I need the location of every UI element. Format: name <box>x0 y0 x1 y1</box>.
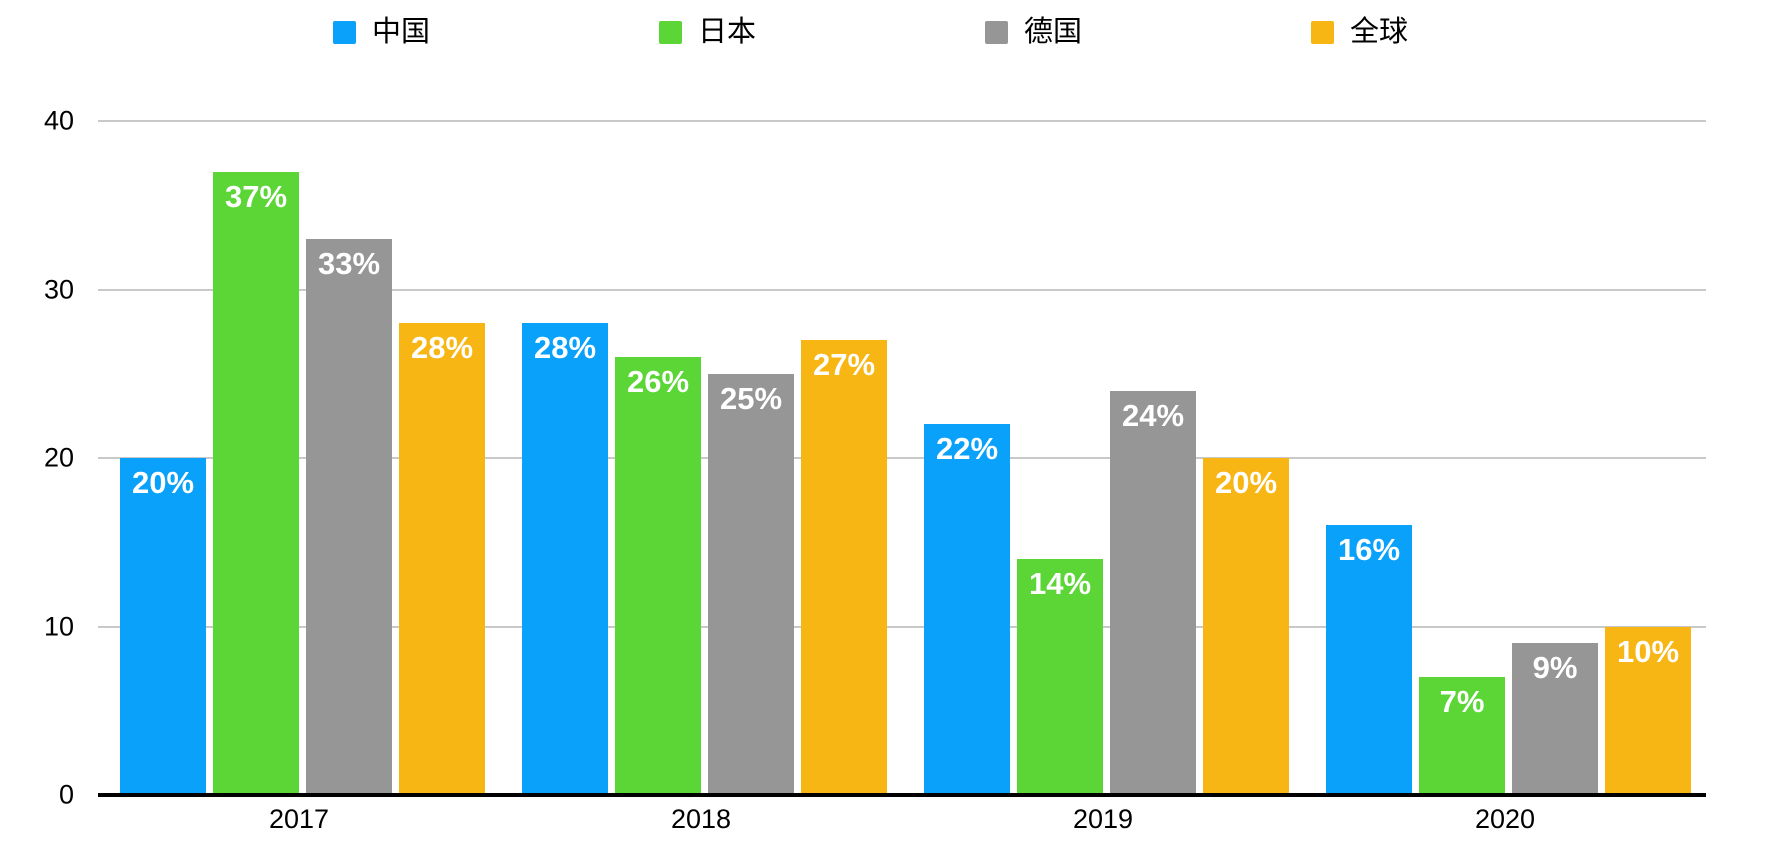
bar-全球-2018[interactable]: 27% <box>801 340 887 795</box>
legend-swatch-icon <box>985 21 1008 44</box>
bar-value-label: 37% <box>224 178 288 214</box>
bar-中国-2019[interactable]: 22% <box>924 424 1010 795</box>
bar-value-label: 28% <box>533 330 597 366</box>
bar-德国-2020[interactable]: 9% <box>1512 643 1598 795</box>
bar-value-label: 27% <box>812 347 876 383</box>
bar-value-label: 28% <box>410 330 474 366</box>
bar-全球-2017[interactable]: 28% <box>399 323 485 795</box>
legend-swatch-icon <box>1311 21 1334 44</box>
plot-area: 20% 37% 33% 28% 28% 26% 25% 27% 22% 14% 24% 20% 16% 7… <box>98 120 1706 797</box>
bar-value-label: 14% <box>1028 566 1092 602</box>
bar-日本-2019[interactable]: 14% <box>1017 559 1103 795</box>
y-axis-tick-label: 10 <box>43 611 74 641</box>
x-axis-tick-labels: 2017 2018 2019 2020 <box>98 803 1706 839</box>
legend-item-2[interactable]: 日本 <box>659 18 756 47</box>
x-axis-line <box>98 793 1706 797</box>
gridline <box>98 120 1706 122</box>
y-axis-tick-label: 40 <box>43 105 74 136</box>
legend-label: 中国 <box>372 16 431 48</box>
y-axis-tick-label: 20 <box>43 442 74 473</box>
bar-group-2020: 16% 7% 9% 10% <box>1304 121 1706 795</box>
x-axis-tick-label: 2018 <box>670 804 732 834</box>
bar-value-label: 25% <box>719 380 783 416</box>
bar-value-label: 10% <box>1616 633 1680 669</box>
bar-value-label: 7% <box>1439 684 1485 720</box>
bar-德国-2019[interactable]: 24% <box>1110 390 1196 795</box>
legend-swatch-icon <box>333 21 356 44</box>
bar-value-label: 33% <box>317 245 381 281</box>
bar-value-label: 26% <box>626 363 690 399</box>
bar-value-label: 22% <box>935 431 999 467</box>
bar-value-label: 24% <box>1121 397 1185 433</box>
chart-legend: 中国 日本 德国 全球 <box>0 0 1776 64</box>
gridline <box>98 457 1706 459</box>
legend-swatch-icon <box>659 21 682 44</box>
bar-value-label: 9% <box>1532 650 1578 686</box>
bar-group-2017: 20% 37% 33% 28% <box>98 121 500 795</box>
bar-全球-2019[interactable]: 20% <box>1203 458 1289 795</box>
x-axis-tick-label: 2017 <box>268 804 330 834</box>
bar-中国-2020[interactable]: 16% <box>1326 525 1412 795</box>
bar-group-2019: 22% 14% 24% 20% <box>902 121 1304 795</box>
bar-中国-2017[interactable]: 20% <box>120 458 206 795</box>
bar-德国-2017[interactable]: 33% <box>306 238 392 795</box>
bar-日本-2020[interactable]: 7% <box>1419 677 1505 795</box>
bar-日本-2018[interactable]: 26% <box>615 356 701 795</box>
x-axis-tick-label: 2019 <box>1072 804 1134 834</box>
bar-德国-2018[interactable]: 25% <box>708 373 794 795</box>
bar-value-label: 20% <box>131 465 195 500</box>
x-axis-tick-label: 2020 <box>1474 804 1536 834</box>
gridline <box>98 625 1706 628</box>
bar-全球-2020[interactable]: 10% <box>1605 626 1691 795</box>
y-axis-tick-label: 30 <box>43 274 74 304</box>
legend-item-3[interactable]: 德国 <box>985 18 1082 47</box>
legend-label: 全球 <box>1350 16 1409 48</box>
bar-value-label: 16% <box>1337 532 1401 568</box>
y-axis-tick-label: 0 <box>58 779 74 810</box>
y-axis-tick-labels: 0 10 20 30 40 <box>0 107 74 808</box>
legend-label: 日本 <box>698 16 757 48</box>
bar-group-2018: 28% 26% 25% 27% <box>500 121 902 795</box>
legend-label: 德国 <box>1024 16 1083 48</box>
bar-日本-2017[interactable]: 37% <box>213 171 299 795</box>
bar-中国-2018[interactable]: 28% <box>522 323 608 795</box>
legend-item-4[interactable]: 全球 <box>1311 18 1408 47</box>
legend-item-1[interactable]: 中国 <box>333 18 430 47</box>
gridline <box>98 288 1706 291</box>
bar-value-label: 20% <box>1214 465 1278 500</box>
